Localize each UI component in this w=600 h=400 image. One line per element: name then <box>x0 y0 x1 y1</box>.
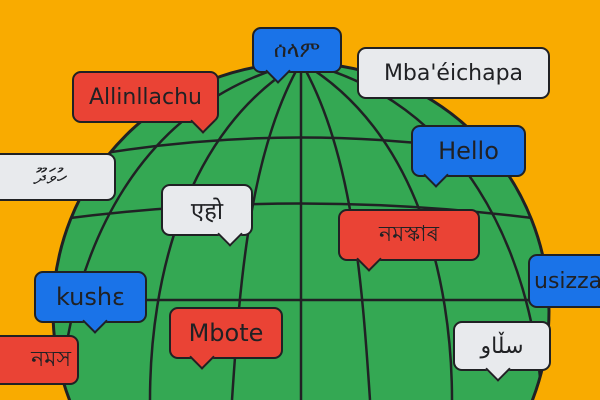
greeting-bubble-guarani: Mba'éichapa <box>357 47 550 99</box>
greeting-bubble-amharic: ሰላም <box>252 27 342 84</box>
greeting-text: एहो <box>190 196 224 225</box>
greeting-bubble-dhivehi: ހުވަދޫ <box>0 153 116 201</box>
greeting-text: Mba'éichapa <box>383 60 524 86</box>
greeting-bubble-usizza: usizza <box>528 254 600 308</box>
greeting-text: নমস্কাৰ <box>379 221 439 247</box>
greeting-bubble-kurdish: سڵاو <box>453 321 551 382</box>
greeting-bubble-quechua: Allinllachu <box>72 71 219 134</box>
greeting-bubble-kushe: kushɛ <box>34 271 147 334</box>
greeting-bubble-lingala: Mbote <box>169 307 283 370</box>
greeting-text: ሰላም <box>273 37 321 63</box>
greeting-text: Allinllachu <box>88 84 203 110</box>
greeting-text: Hello <box>438 137 499 165</box>
greeting-bubble-english: Hello <box>411 125 526 188</box>
greeting-text: নমস <box>31 346 71 372</box>
greeting-bubble-assamese: নমস্কাৰ <box>338 209 480 272</box>
greeting-text: Mbote <box>188 319 264 347</box>
greeting-text: usizza <box>534 268 600 294</box>
greeting-text: ހުވަދޫ <box>33 164 67 190</box>
greeting-bubble-bhojpuri: एहो <box>161 184 253 247</box>
greeting-text: kushɛ <box>55 283 126 311</box>
greeting-bubble-bengali-partial: নমস <box>0 335 79 385</box>
greeting-text: سڵاو <box>480 333 524 359</box>
